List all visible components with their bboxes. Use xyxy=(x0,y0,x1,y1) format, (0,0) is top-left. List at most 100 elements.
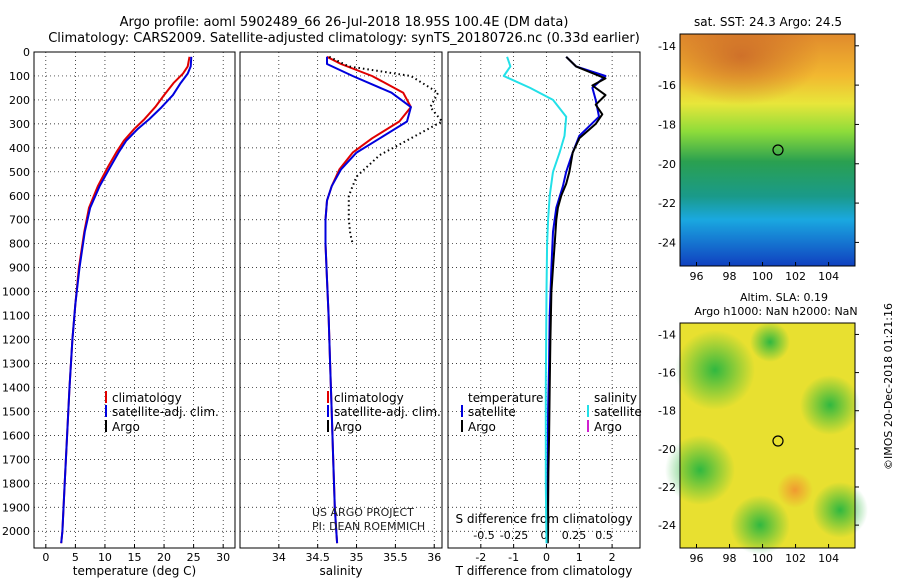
s-tick-label: 0.5 xyxy=(595,529,613,542)
profile-panels: 0100200300400500600700800900100011001200… xyxy=(2,46,641,578)
legend-label-s-argo: Argo xyxy=(594,420,622,434)
map-x-tick-label: 100 xyxy=(752,270,773,283)
series-line-t-argo xyxy=(546,56,607,544)
sla-high-patch xyxy=(777,472,813,508)
depth-tick-label: 1000 xyxy=(2,286,30,299)
plot-frame xyxy=(239,51,443,549)
map-x-tick-label: 96 xyxy=(690,552,704,565)
sla-low-patch xyxy=(800,375,860,435)
series-line-satellite-adj-clim- xyxy=(324,56,412,544)
legend-label-climatology: climatology xyxy=(112,391,182,405)
depth-tick-label: 600 xyxy=(9,190,30,203)
series-line-s-satellite xyxy=(502,56,568,544)
x-tick-label: 0 xyxy=(42,551,49,564)
map-x-tick-label: 100 xyxy=(752,552,773,565)
series-line-climatology xyxy=(324,55,412,544)
x-tick-label: 25 xyxy=(187,551,201,564)
x-axis-label: temperature (deg C) xyxy=(73,564,196,578)
legend-label-satellite: satellite-adj. clim. xyxy=(334,405,441,419)
header-line2: Climatology: CARS2009. Satellite-adjuste… xyxy=(48,31,640,46)
x-tick-label: 30 xyxy=(216,551,230,564)
sst-argo-location-marker xyxy=(772,144,784,156)
s-tick-label: -0.25 xyxy=(500,529,528,542)
depth-tick-label: 200 xyxy=(9,94,30,107)
x-tick-label: 35.5 xyxy=(383,551,408,564)
sst-map-frame xyxy=(679,33,856,267)
depth-tick-label: 1300 xyxy=(2,357,30,370)
temperature-legend: climatology satellite-adj. clim. Argo xyxy=(105,391,219,434)
legend-title-salinity: salinity xyxy=(594,391,637,405)
map-y-tick-label: -14 xyxy=(658,40,676,53)
legend-label-climatology: climatology xyxy=(334,391,404,405)
x-tick-label: 35 xyxy=(350,551,364,564)
sst-map: sat. SST: 24.3 Argo: 24.5 96 98 100 102 104 -… xyxy=(658,15,859,283)
map-y-tick-label: -16 xyxy=(658,79,676,92)
sst-map-ticks: 96 98 100 102 104 -14 -16 -18 -20 -22 -24 xyxy=(658,40,859,283)
x-tick-label: 1 xyxy=(576,551,583,564)
x-tick-label: 34 xyxy=(272,551,286,564)
legend-label-t-satellite: satellite xyxy=(468,405,516,419)
sla-map-frame xyxy=(679,322,856,549)
sla-map: Altim. SLA: 0.19 Argo h1000: NaN h2000: … xyxy=(658,291,868,565)
x-axis-label: salinity xyxy=(319,564,362,578)
depth-tick-label: 700 xyxy=(9,214,30,227)
map-y-tick-label: -20 xyxy=(658,443,676,456)
map-y-tick-label: -18 xyxy=(658,118,676,131)
sla-map-title-line1: Altim. SLA: 0.19 xyxy=(740,291,828,304)
depth-tick-label: 1200 xyxy=(2,334,30,347)
series-line-satellite-adj-clim- xyxy=(60,56,193,544)
depth-tick-label: 1600 xyxy=(2,429,30,442)
header-line1: Argo profile: aoml 5902489_66 26-Jul-201… xyxy=(120,15,569,30)
depth-tick-label: 1500 xyxy=(2,405,30,418)
x-tick-label: 20 xyxy=(157,551,171,564)
sla-map-title-line2: Argo h1000: NaN h2000: NaN xyxy=(694,305,857,318)
depth-tick-label: 300 xyxy=(9,118,30,131)
map-y-tick-label: -24 xyxy=(658,519,676,532)
series-line-climatology xyxy=(60,56,191,544)
depth-tick-label: 1900 xyxy=(2,501,30,514)
depth-tick-label: 2000 xyxy=(2,525,30,538)
map-x-tick-label: 104 xyxy=(818,270,839,283)
map-y-tick-label: -24 xyxy=(658,236,676,249)
temperature-profile-panel: 0100200300400500600700800900100011001200… xyxy=(2,46,236,578)
legend-label-argo: Argo xyxy=(334,420,362,434)
depth-tick-label: 1100 xyxy=(2,310,30,323)
difference-legend: temperature satellite Argo salinity sate… xyxy=(461,391,642,434)
map-y-tick-label: -20 xyxy=(658,158,676,171)
s-axis-label: S difference from climatology xyxy=(456,512,633,526)
salinity-profile-panel: 34 34.5 35 35.5 36 salinity xyxy=(239,51,443,578)
x-tick-label: -2 xyxy=(475,551,486,564)
depth-tick-label: 1400 xyxy=(2,381,30,394)
sla-low-patch xyxy=(665,435,735,505)
map-y-tick-label: -16 xyxy=(658,367,676,380)
map-x-tick-label: 98 xyxy=(723,270,737,283)
depth-tick-label: 0 xyxy=(23,46,30,59)
series-line-argo xyxy=(328,55,443,244)
depth-tick-label: 1800 xyxy=(2,477,30,490)
depth-tick-label: 400 xyxy=(9,142,30,155)
credit-line2: PI: DEAN ROEMMICH xyxy=(312,520,425,533)
map-x-tick-label: 98 xyxy=(723,552,737,565)
sla-low-patch xyxy=(812,482,868,538)
x-tick-label: 5 xyxy=(72,551,79,564)
depth-tick-label: 800 xyxy=(9,238,30,251)
s-tick-label: 0 xyxy=(541,529,548,542)
x-tick-label: 0 xyxy=(543,551,550,564)
map-x-tick-label: 96 xyxy=(690,270,704,283)
s-tick-label: -0.5 xyxy=(473,529,494,542)
series-line-t-satellite xyxy=(546,56,607,544)
map-x-tick-label: 102 xyxy=(785,270,806,283)
depth-tick-label: 500 xyxy=(9,166,30,179)
salinity-legend: climatology satellite-adj. clim. Argo US… xyxy=(312,391,441,533)
x-axis-label: T difference from climatology xyxy=(455,564,633,578)
difference-profile-panel: -2 -1 0 1 2T difference from climatology S di… xyxy=(447,51,641,578)
legend-label-satellite: satellite-adj. clim. xyxy=(112,405,219,419)
map-y-tick-label: -18 xyxy=(658,405,676,418)
legend-label-s-satellite: satellite xyxy=(594,405,642,419)
depth-tick-label: 900 xyxy=(9,262,30,275)
legend-label-t-argo: Argo xyxy=(468,420,496,434)
imos-stamp: ©IMOS 20-Dec-2018 01:21:16 xyxy=(882,303,895,470)
legend-title-temperature: temperature xyxy=(468,391,543,405)
legend-label-argo: Argo xyxy=(112,420,140,434)
